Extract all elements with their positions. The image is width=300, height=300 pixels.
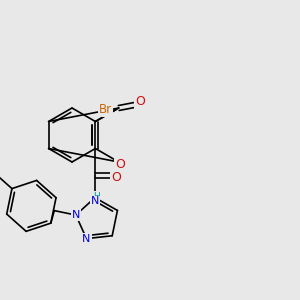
Text: N: N [82,234,91,244]
Text: H: H [93,192,100,201]
Text: N: N [91,196,100,206]
Text: O: O [135,95,145,108]
Text: O: O [111,171,121,184]
Text: N: N [72,210,80,220]
Text: Br: Br [99,103,112,116]
Text: O: O [115,158,125,172]
